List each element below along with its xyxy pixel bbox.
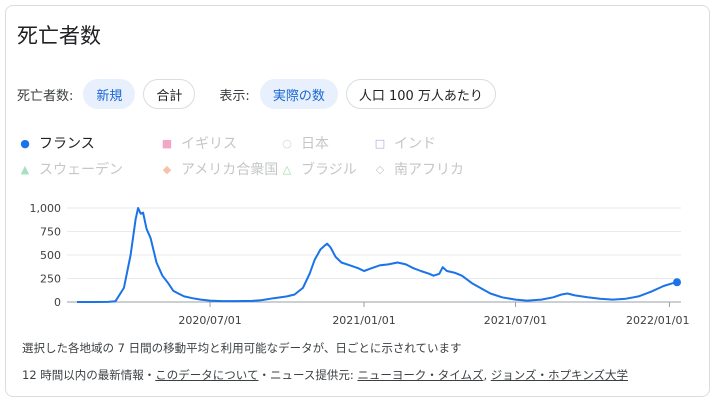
legend-item[interactable]: △ ブラジル	[279, 159, 357, 179]
display-label: 表示:	[219, 88, 250, 104]
x-tick-label: 2021/07/01	[484, 314, 547, 327]
legend-label: 南アフリカ	[394, 162, 464, 178]
legend-item[interactable]: ◆ アメリカ合衆国	[159, 159, 279, 179]
y-tick-label: 1,000	[30, 202, 62, 215]
legend-item[interactable]: ▲ スウェーデン	[17, 159, 123, 179]
y-tick-label: 250	[40, 273, 61, 286]
nyt-source-link[interactable]: ニューヨーク・タイムズ	[357, 368, 484, 382]
legend-label: インド	[394, 136, 436, 152]
y-tick-label: 500	[40, 249, 61, 262]
legend-item[interactable]: ○ 日本	[279, 133, 329, 153]
legend-label: フランス	[39, 136, 95, 152]
jhu-source-link[interactable]: ジョンズ・ホプキンズ大学	[490, 368, 628, 382]
y-tick-label: 0	[54, 296, 61, 309]
source-comma: ,	[483, 368, 488, 382]
legend-marker-icon: ●	[20, 136, 30, 150]
legend-label: 日本	[301, 136, 329, 152]
new-chip[interactable]: 新規	[83, 79, 136, 109]
series-end-point	[673, 278, 681, 287]
card-title: 死亡者数	[17, 24, 101, 48]
legend-marker-icon: △	[282, 162, 292, 176]
legend-marker-icon: □	[374, 136, 386, 150]
news-source-label: ・ニュース提供元:	[258, 368, 354, 382]
actual-count-chip[interactable]: 実際の数	[259, 79, 338, 109]
legend-item[interactable]: ◇ 南アフリカ	[372, 159, 464, 179]
legend-label: アメリカ合衆国	[181, 162, 279, 178]
series-line-france	[77, 207, 678, 303]
legend-marker-icon: ■	[161, 136, 173, 150]
legend-label: スウェーデン	[39, 162, 123, 178]
x-tick-label: 2020/07/01	[178, 314, 241, 327]
legend-item[interactable]: ■ イギリス	[159, 133, 237, 153]
legend-item[interactable]: ● フランス	[17, 133, 95, 153]
controls-row: 死亡者数: 新規 合計 表示: 実際の数 人口 100 万人あたり	[17, 78, 504, 110]
legend-label: ブラジル	[301, 162, 357, 178]
legend-marker-icon: ◆	[162, 162, 172, 176]
legend-marker-icon: ○	[282, 136, 292, 150]
legend-marker-icon: ▲	[20, 162, 30, 176]
legend-item[interactable]: □ インド	[372, 133, 436, 153]
source-line: 12 時間以内の最新情報・このデータについて・ニュース提供元: ニューヨーク・タ…	[22, 367, 628, 383]
legend-label: イギリス	[181, 136, 237, 152]
moving-average-note: 選択した各地域の 7 日間の移動平均と利用可能なデータが、日ごとに示されています	[22, 341, 462, 355]
updated-text: 12 時間以内の最新情報・	[22, 368, 156, 382]
x-tick-label: 2021/01/01	[332, 314, 395, 327]
per-million-chip[interactable]: 人口 100 万人あたり	[345, 79, 496, 109]
total-chip[interactable]: 合計	[143, 79, 196, 109]
legend-marker-icon: ◇	[375, 162, 385, 176]
x-tick-label: 2022/01/01	[626, 314, 689, 327]
about-data-link[interactable]: このデータについて	[155, 368, 259, 382]
deaths-card	[5, 5, 710, 397]
y-tick-label: 750	[40, 226, 61, 239]
deaths-filter-label: 死亡者数:	[17, 88, 74, 104]
